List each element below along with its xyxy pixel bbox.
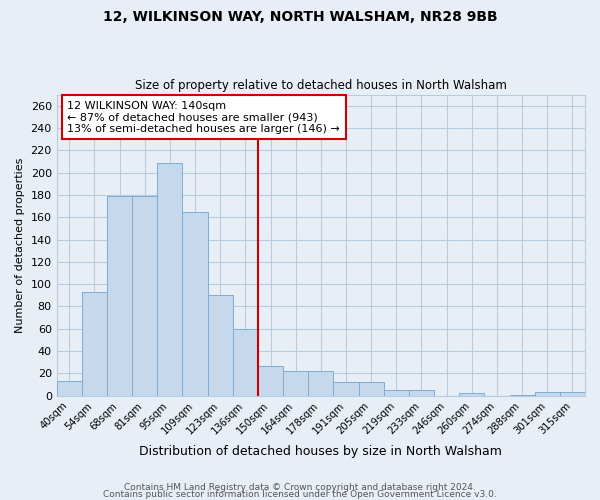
Bar: [182, 212, 208, 396]
Bar: [283, 371, 308, 396]
Bar: [459, 394, 484, 396]
Bar: [535, 392, 560, 396]
Bar: [359, 382, 384, 396]
Text: 12, WILKINSON WAY, NORTH WALSHAM, NR28 9BB: 12, WILKINSON WAY, NORTH WALSHAM, NR28 9…: [103, 10, 497, 24]
Y-axis label: Number of detached properties: Number of detached properties: [15, 158, 25, 333]
Bar: [107, 196, 132, 396]
Bar: [132, 196, 157, 396]
Bar: [208, 296, 233, 396]
Bar: [56, 381, 82, 396]
Bar: [409, 390, 434, 396]
Bar: [308, 371, 334, 396]
Bar: [82, 292, 107, 396]
Bar: [233, 329, 258, 396]
Bar: [384, 390, 409, 396]
Text: Contains HM Land Registry data © Crown copyright and database right 2024.: Contains HM Land Registry data © Crown c…: [124, 484, 476, 492]
Bar: [509, 394, 535, 396]
Text: 12 WILKINSON WAY: 140sqm
← 87% of detached houses are smaller (943)
13% of semi-: 12 WILKINSON WAY: 140sqm ← 87% of detach…: [67, 100, 340, 134]
Title: Size of property relative to detached houses in North Walsham: Size of property relative to detached ho…: [135, 79, 507, 92]
Bar: [560, 392, 585, 396]
X-axis label: Distribution of detached houses by size in North Walsham: Distribution of detached houses by size …: [139, 444, 502, 458]
Text: Contains public sector information licensed under the Open Government Licence v3: Contains public sector information licen…: [103, 490, 497, 499]
Bar: [157, 162, 182, 396]
Bar: [334, 382, 359, 396]
Bar: [258, 366, 283, 396]
